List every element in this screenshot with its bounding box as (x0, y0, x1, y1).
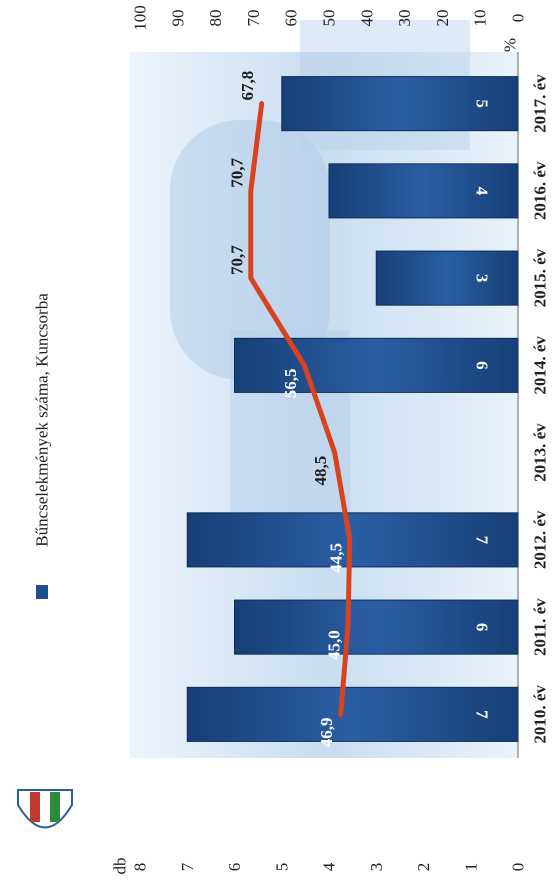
right-axis-tick: 30 (395, 10, 414, 27)
left-axis-tick: 0 (509, 863, 528, 872)
line-value-label: 70,7 (227, 158, 246, 188)
bar-value-label: 6 (473, 623, 492, 632)
left-axis-tick: 4 (320, 862, 339, 871)
left-axis-tick: 7 (178, 862, 197, 871)
bar (234, 337, 519, 393)
line-value-label: 46,9 (317, 718, 336, 748)
line-value-label: 56,5 (281, 369, 300, 399)
right-axis-tick: 70 (244, 10, 263, 27)
right-axis-label: % (501, 38, 520, 52)
bar (281, 76, 519, 132)
line-value-label: 67,8 (238, 71, 257, 101)
left-axis-tick: 1 (461, 863, 480, 872)
bar (186, 512, 519, 568)
category-label: 2010. év (531, 685, 550, 744)
category-label: 2015. év (531, 248, 550, 307)
right-axis-tick: 20 (433, 10, 452, 27)
emblem-logo (17, 789, 73, 829)
line-value-label: 45,0 (324, 630, 343, 660)
right-axis-tick: 90 (168, 10, 187, 27)
bar (328, 163, 519, 219)
left-axis-tick: 6 (225, 863, 244, 872)
right-axis-tick: 60 (282, 10, 301, 27)
bar-value-label: 4 (473, 187, 492, 196)
category-label: 2011. év (531, 598, 550, 656)
right-axis-tick: 100 (131, 5, 150, 31)
right-axis-tick: 80 (206, 10, 225, 27)
line-value-label: 44,5 (326, 543, 345, 573)
bar-value-label: 6 (473, 361, 492, 370)
left-axis-tick: 8 (131, 863, 150, 872)
left-axis-tick: 3 (367, 863, 386, 872)
bar (375, 250, 519, 306)
series-line (248, 101, 353, 717)
emblem-logo (30, 792, 40, 822)
legend-label: Bűncselekmények száma, Kuncsorba (33, 293, 52, 547)
category-label: 2014. év (531, 336, 550, 395)
right-axis-tick: 40 (357, 10, 376, 27)
left-axis-tick: 5 (272, 863, 291, 872)
emblem-logo (50, 792, 60, 822)
line-value-label: 48,5 (311, 456, 330, 486)
bar-value-label: 5 (473, 99, 492, 108)
plot-area: 7 6 7 6 3 4 5 46,9 45,0 44,5 48,5 56,5 70,7 70,7 67,8 0… (17, 5, 550, 875)
bar-value-label: 7 (473, 710, 492, 719)
bar-value-label: 3 (473, 274, 492, 283)
category-label: 2013. év (531, 423, 550, 482)
bar (186, 686, 519, 742)
left-axis-label: db (111, 858, 130, 875)
right-axis-tick: 10 (471, 10, 490, 27)
right-axis-tick: 50 (320, 10, 339, 27)
bar-value-label: 7 (473, 536, 492, 545)
line-value-label: 70,7 (227, 245, 246, 275)
category-label: 2016. év (531, 161, 550, 220)
category-label: 2012. év (531, 510, 550, 569)
category-label: 2017. év (531, 74, 550, 133)
bar (234, 599, 519, 655)
right-axis-tick: 0 (509, 14, 528, 23)
legend-swatch (36, 585, 48, 599)
left-axis-tick: 2 (414, 863, 433, 872)
